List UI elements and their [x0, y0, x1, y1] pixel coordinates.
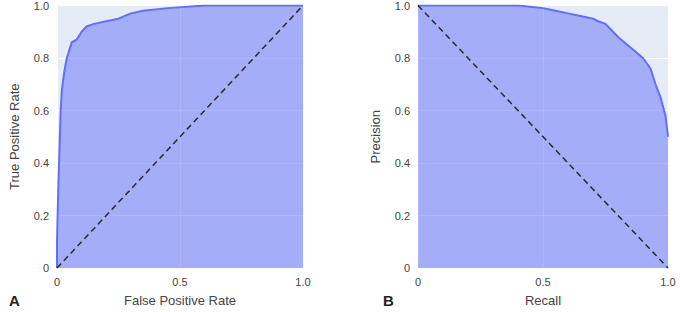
- svg-text:0.8: 0.8: [34, 52, 49, 64]
- svg-text:Recall: Recall: [525, 293, 561, 308]
- svg-text:0: 0: [43, 262, 49, 274]
- svg-text:0.6: 0.6: [34, 105, 49, 117]
- svg-text:True Positive Rate: True Positive Rate: [7, 84, 22, 190]
- svg-text:1.0: 1.0: [34, 0, 49, 12]
- svg-text:0.5: 0.5: [535, 276, 550, 288]
- svg-text:1.0: 1.0: [395, 0, 410, 12]
- svg-text:Precision: Precision: [368, 110, 383, 163]
- svg-text:0.5: 0.5: [172, 276, 187, 288]
- svg-text:0.4: 0.4: [395, 157, 410, 169]
- svg-text:1.0: 1.0: [660, 276, 675, 288]
- svg-text:0.8: 0.8: [395, 52, 410, 64]
- svg-text:0: 0: [404, 262, 410, 274]
- svg-text:False Positive Rate: False Positive Rate: [124, 293, 236, 308]
- svg-text:1.0: 1.0: [295, 276, 310, 288]
- svg-text:A: A: [9, 292, 20, 309]
- svg-text:0.4: 0.4: [34, 157, 49, 169]
- svg-text:0.2: 0.2: [34, 210, 49, 222]
- svg-text:0.2: 0.2: [395, 210, 410, 222]
- svg-text:B: B: [383, 292, 394, 309]
- svg-text:0: 0: [54, 276, 60, 288]
- svg-text:0: 0: [415, 276, 421, 288]
- svg-text:0.6: 0.6: [395, 105, 410, 117]
